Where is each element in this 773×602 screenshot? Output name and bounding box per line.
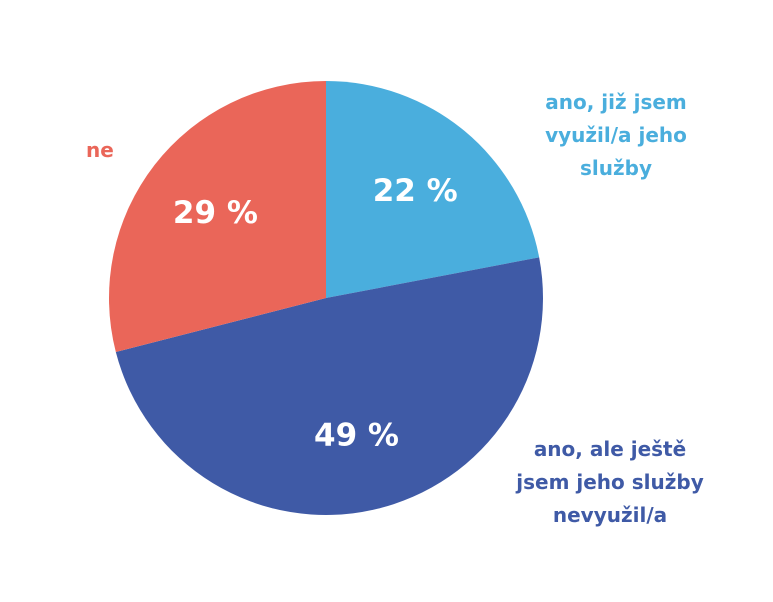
slice-label-not-yet-used: ano, ale ještě jsem jeho služby nevyužil… [516,437,704,527]
pie-slice-used [326,81,540,298]
pie-slices [108,81,543,515]
pie-value-labels: 22 % 49 % 29 % [173,173,458,454]
pie-value-label-not-yet-used: 49 % [314,418,399,454]
slice-label-no: ne [86,138,114,162]
pie-slice-not-yet-used [115,257,543,515]
slice-label-used: ano, již jsem využil/a jeho služby [545,90,687,180]
pie-slice-no [108,81,326,352]
pie-value-label-used: 22 % [373,173,458,209]
pie-value-label-no: 29 % [173,195,258,231]
